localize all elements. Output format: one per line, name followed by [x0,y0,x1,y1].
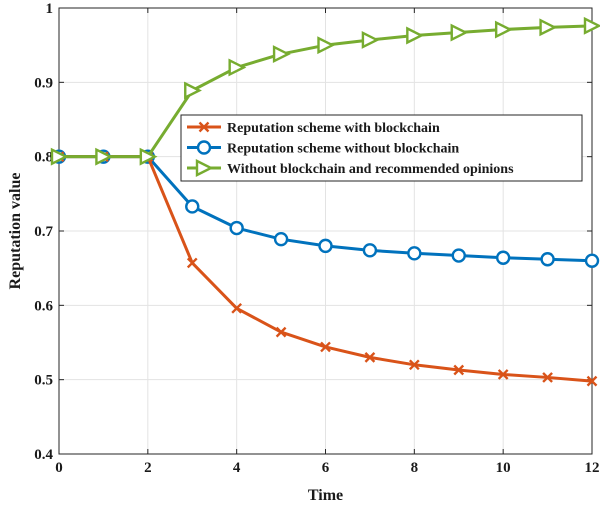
circle-marker [186,200,198,212]
y-tick-label: 1 [46,1,54,17]
legend-label: Reputation scheme with blockchain [227,121,440,136]
legend-label: Without blockchain and recommended opini… [227,162,514,177]
circle-marker [320,240,332,252]
circle-marker [275,233,287,245]
legend-entry: Without blockchain and recommended opini… [187,161,514,177]
circle-marker [453,250,465,262]
circle-marker [231,222,243,234]
circle-marker [586,255,598,267]
y-tick-label: 0.7 [34,224,53,240]
x-tick-label: 12 [585,460,600,476]
circle-marker [364,244,376,256]
x-tick-label: 0 [55,460,63,476]
y-tick-label: 0.6 [34,298,53,314]
y-tick-label: 0.8 [34,150,53,166]
legend-entry: Reputation scheme without blockchain [187,142,459,157]
x-tick-label: 10 [496,460,511,476]
y-axis-label: Reputation value [7,173,24,290]
x-tick-label: 6 [322,460,330,476]
legend: Reputation scheme with blockchain Reputat… [181,115,582,181]
x-axis-label: Time [308,487,343,504]
legend-label: Reputation scheme without blockchain [227,142,459,157]
circle-marker [198,142,210,154]
y-tick-label: 0.4 [34,447,53,463]
y-tick-label: 0.5 [34,373,53,389]
x-tick-label: 4 [233,460,241,476]
x-tick-label: 8 [411,460,419,476]
x-tick-label: 2 [144,460,152,476]
y-tick-label: 0.9 [34,75,53,91]
circle-marker [497,252,509,264]
circle-marker [408,247,420,259]
circle-marker [542,253,554,265]
